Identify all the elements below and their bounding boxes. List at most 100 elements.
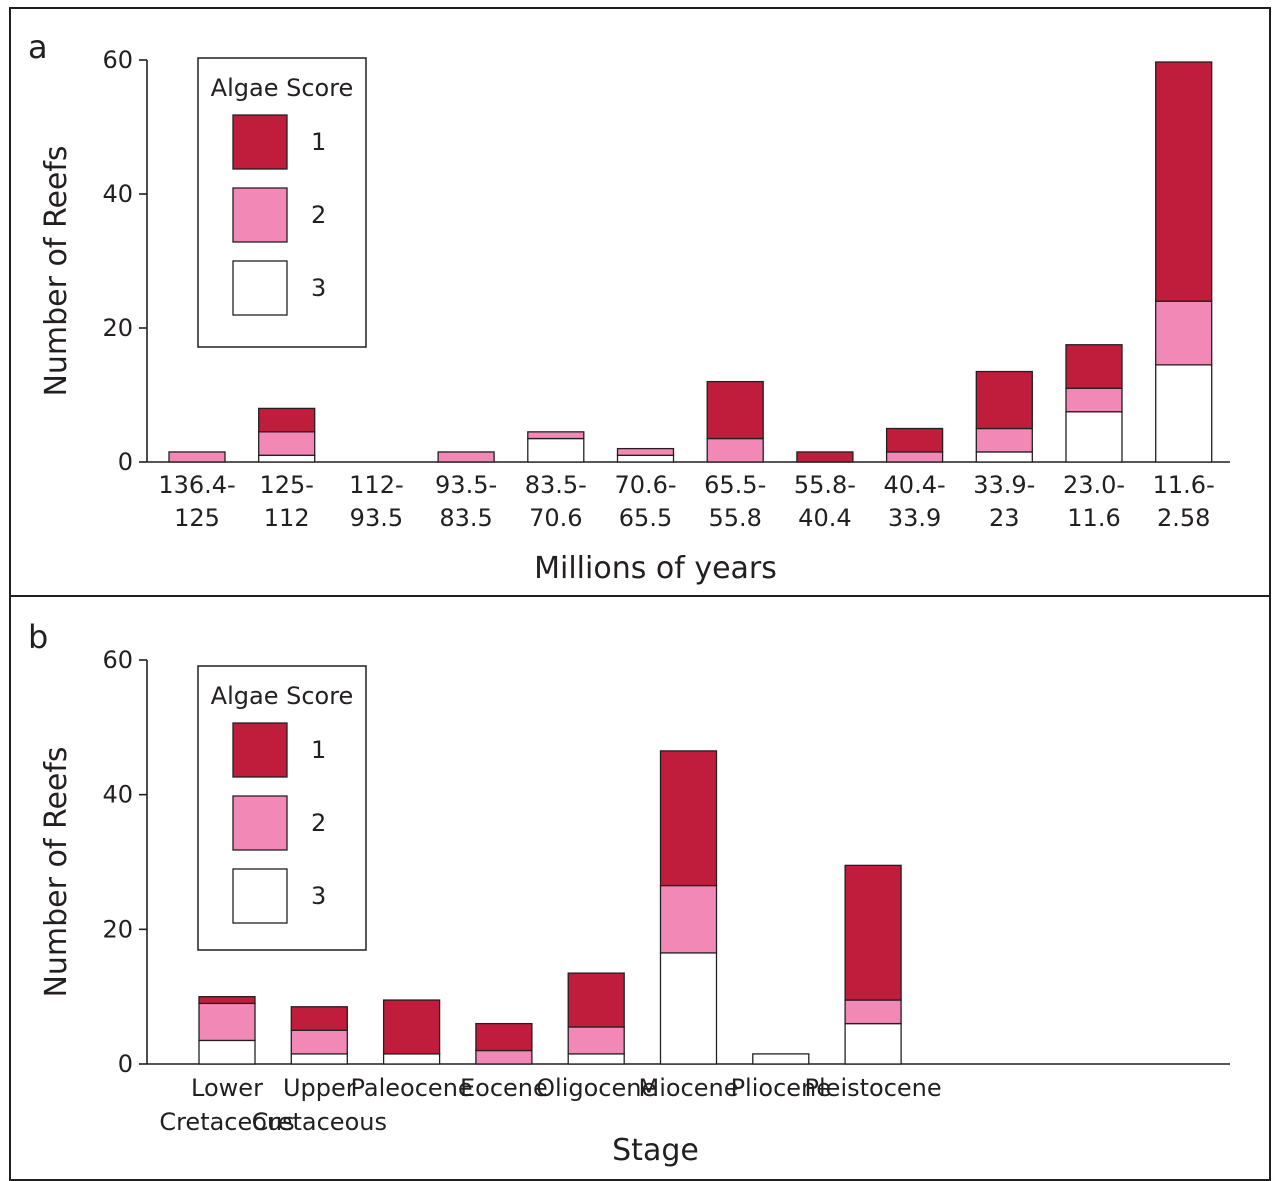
bar-segment-score-1 — [975, 370, 1033, 430]
x-tick-label: 65.5 — [619, 504, 672, 532]
x-tick-label: 55.8- — [794, 471, 856, 499]
bar-segment-score-2 — [475, 1049, 533, 1065]
x-tick-label: Pliocene — [731, 1074, 831, 1102]
bar-segment-score-2 — [659, 884, 718, 954]
panel-letter: b — [28, 618, 48, 656]
legend-swatch-score-1 — [232, 114, 288, 170]
x-tick-label: Upper — [283, 1074, 356, 1102]
legend-swatch-score-3 — [232, 868, 288, 924]
chart-panel-b: b 0 20 40 60 Stage Number of Reefs Lower Cretace… — [28, 618, 1230, 1168]
bar-segment-score-3 — [567, 1053, 625, 1065]
bar-segment-score-3 — [382, 1053, 441, 1065]
y-tick-label: 0 — [118, 1050, 133, 1078]
bar-segment-score-2 — [437, 451, 495, 463]
bar-segment-score-3 — [1065, 411, 1123, 463]
bar-segment-score-2 — [885, 451, 944, 463]
bar-segment-score-2 — [198, 1002, 256, 1042]
bar-segment-score-3 — [527, 437, 585, 463]
y-tick-label: 60 — [102, 46, 133, 74]
bar-segment-score-3 — [1155, 364, 1213, 463]
bar-segment-score-1 — [659, 750, 718, 887]
x-tick-label: Lower — [191, 1074, 263, 1102]
x-tick-label: 11.6 — [1067, 504, 1120, 532]
x-tick-label: 83.5 — [439, 504, 492, 532]
x-tick-label: 83.5- — [525, 471, 587, 499]
x-tick-label: Eocene — [460, 1074, 548, 1102]
chart-panel-a: a 0 20 40 60 Millions of years Number of Reefs… — [28, 28, 1230, 586]
bar-segment-score-1 — [382, 999, 441, 1055]
legend-label: 2 — [311, 809, 326, 837]
legend-title: Algae Score — [211, 682, 354, 710]
bar-segment-score-1 — [1065, 344, 1123, 389]
legend-label: 3 — [311, 274, 326, 302]
x-tick-label: Cretaceous — [252, 1108, 387, 1136]
bar-segment-score-2 — [616, 447, 675, 456]
x-tick-label: 65.5- — [704, 471, 766, 499]
x-tick-label: 40.4 — [798, 504, 851, 532]
x-tick-label: 11.6- — [1153, 471, 1215, 499]
legend-swatch-score-2 — [232, 187, 288, 243]
x-axis-title: Millions of years — [534, 551, 777, 586]
bar-segment-score-3 — [844, 1022, 902, 1065]
bar-segment-score-1 — [1155, 61, 1213, 302]
bar-segment-score-3 — [616, 454, 675, 463]
x-tick-label: 33.9 — [888, 504, 941, 532]
bar-segment-score-2 — [567, 1026, 625, 1055]
bar-segment-score-2 — [290, 1029, 348, 1055]
bar-segment-score-1 — [567, 972, 625, 1028]
bar-segment-score-1 — [258, 407, 316, 433]
bar-segment-score-3 — [198, 1039, 256, 1065]
legend-swatch-score-1 — [232, 722, 288, 778]
x-tick-label: 112 — [264, 504, 310, 532]
x-tick-label: Oligocene — [536, 1074, 656, 1102]
x-tick-label: 112- — [349, 471, 403, 499]
legend-label: 3 — [311, 882, 326, 910]
bar-segment-score-1 — [885, 427, 944, 453]
bar-segment-score-1 — [706, 380, 764, 440]
bar-segment-score-3 — [290, 1053, 348, 1065]
x-tick-label: 93.5- — [435, 471, 497, 499]
x-tick-label: 2.58 — [1157, 504, 1210, 532]
bar-segment-score-2 — [1155, 300, 1213, 366]
x-tick-label: 40.4- — [884, 471, 946, 499]
y-tick-label: 0 — [118, 448, 133, 476]
x-tick-label: 70.6- — [614, 471, 676, 499]
legend-label: 1 — [311, 736, 326, 764]
panel-letter: a — [28, 28, 48, 66]
bar-segment-score-2 — [168, 451, 226, 463]
x-tick-label: Cretaceous — [159, 1108, 294, 1136]
y-tick-label: 40 — [102, 180, 133, 208]
x-tick-label: 70.6 — [529, 504, 582, 532]
bar-segment-score-2 — [258, 431, 316, 456]
y-tick-label: 40 — [102, 781, 133, 809]
bar-segment-score-1 — [796, 451, 854, 463]
bar-segment-score-3 — [975, 451, 1033, 463]
x-tick-label: Miocene — [639, 1074, 739, 1102]
x-tick-label: 33.9- — [973, 471, 1035, 499]
legend-label: 2 — [311, 201, 326, 229]
y-tick-label: 20 — [102, 915, 133, 943]
bar-segment-score-1 — [290, 1006, 348, 1031]
y-tick-label: 60 — [102, 646, 133, 674]
bar-segment-score-2 — [844, 999, 902, 1025]
bar-segment-score-2 — [1065, 387, 1123, 413]
legend-title: Algae Score — [211, 74, 354, 102]
x-tick-label: 23.0- — [1063, 471, 1125, 499]
x-tick-label: 125 — [174, 504, 220, 532]
bar-segment-score-1 — [198, 996, 256, 1005]
bar-segment-score-3 — [258, 454, 316, 463]
y-axis-title: Number of Reefs — [39, 746, 74, 997]
bar-segment-score-2 — [975, 427, 1033, 453]
legend-swatch-score-2 — [232, 795, 288, 851]
x-axis-title: Stage — [612, 1133, 699, 1168]
x-tick-label: 55.8 — [708, 504, 761, 532]
x-tick-label: Paleocene — [351, 1074, 473, 1102]
bar-segment-score-1 — [475, 1022, 533, 1052]
x-tick-label: 93.5 — [350, 504, 403, 532]
y-tick-label: 20 — [102, 314, 133, 342]
bar-segment-score-2 — [527, 431, 585, 440]
bar-segment-score-3 — [752, 1053, 810, 1065]
x-tick-label: 125- — [259, 471, 313, 499]
bar-segment-score-3 — [659, 952, 718, 1065]
